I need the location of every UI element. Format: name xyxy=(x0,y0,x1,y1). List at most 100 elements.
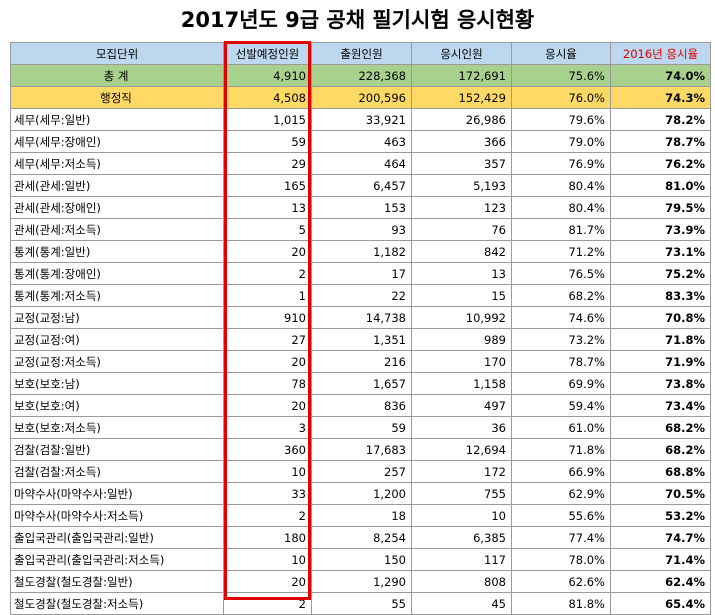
planned-hires-cell: 13 xyxy=(223,196,312,219)
attendance-rate-cell: 76.0% xyxy=(511,86,611,109)
applicants-cell: 22 xyxy=(311,284,412,307)
table-row: 세무(세무:저소득) 29 464 357 76.9% 76.2% xyxy=(10,152,711,175)
test-takers-cell: 76 xyxy=(411,218,512,241)
admin-row: 행정직 4,508 200,596 152,429 76.0% 74.3% xyxy=(10,86,711,109)
test-takers-cell: 357 xyxy=(411,152,512,175)
prev-attendance-rate-cell: 76.2% xyxy=(610,152,711,175)
prev-attendance-rate-cell: 53.2% xyxy=(610,504,711,527)
test-takers-cell: 6,385 xyxy=(411,526,512,549)
table-row: 출입국관리(출입국관리:저소득) 10 150 117 78.0% 71.4% xyxy=(10,548,711,571)
test-takers-cell: 10,992 xyxy=(411,306,512,329)
applicants-cell: 150 xyxy=(311,548,412,571)
row-label: 통계(통계:일반) xyxy=(10,240,224,263)
prev-attendance-rate-cell: 71.8% xyxy=(610,328,711,351)
table-row: 검찰(검찰:저소득) 10 257 172 66.9% 68.8% xyxy=(10,460,711,483)
attendance-rate-cell: 66.9% xyxy=(511,460,611,483)
planned-hires-cell: 78 xyxy=(223,372,312,395)
test-takers-cell: 5,193 xyxy=(411,174,512,197)
prev-attendance-rate-cell: 75.2% xyxy=(610,262,711,285)
prev-attendance-rate-cell: 68.2% xyxy=(610,438,711,461)
attendance-rate-cell: 62.9% xyxy=(511,482,611,505)
attendance-rate-cell: 80.4% xyxy=(511,196,611,219)
attendance-rate-cell: 62.6% xyxy=(511,570,611,593)
test-takers-cell: 366 xyxy=(411,130,512,153)
header-attendance-rate: 응시율 xyxy=(511,42,611,65)
planned-hires-cell: 20 xyxy=(223,240,312,263)
planned-hires-cell: 10 xyxy=(223,460,312,483)
table-row: 세무(세무:일반) 1,015 33,921 26,986 79.6% 78.2% xyxy=(10,108,711,131)
test-takers-cell: 15 xyxy=(411,284,512,307)
applicants-cell: 216 xyxy=(311,350,412,373)
attendance-rate-cell: 78.0% xyxy=(511,548,611,571)
test-takers-cell: 842 xyxy=(411,240,512,263)
attendance-rate-cell: 77.4% xyxy=(511,526,611,549)
table-row: 철도경찰(철도경찰:일반) 20 1,290 808 62.6% 62.4% xyxy=(10,570,711,593)
row-label: 관세(관세:장애인) xyxy=(10,196,224,219)
row-label: 세무(세무:일반) xyxy=(10,108,224,131)
test-takers-cell: 497 xyxy=(411,394,512,417)
prev-attendance-rate-cell: 81.0% xyxy=(610,174,711,197)
planned-hires-cell: 165 xyxy=(223,174,312,197)
table-row: 철도경찰(철도경찰:저소득) 2 55 45 81.8% 65.4% xyxy=(10,592,711,615)
planned-hires-cell: 5 xyxy=(223,218,312,241)
row-label: 검찰(검찰:일반) xyxy=(10,438,224,461)
total-row: 총 계 4,910 228,368 172,691 75.6% 74.0% xyxy=(10,64,711,87)
planned-hires-cell: 2 xyxy=(223,592,312,615)
applicants-cell: 14,738 xyxy=(311,306,412,329)
prev-attendance-rate-cell: 73.1% xyxy=(610,240,711,263)
header-recruit-unit: 모집단위 xyxy=(10,42,224,65)
attendance-rate-cell: 81.7% xyxy=(511,218,611,241)
planned-hires-cell: 360 xyxy=(223,438,312,461)
row-label: 마약수사(마약수사:일반) xyxy=(10,482,224,505)
applicants-cell: 6,457 xyxy=(311,174,412,197)
table-row: 보호(보호:여) 20 836 497 59.4% 73.4% xyxy=(10,394,711,417)
prev-attendance-rate-cell: 73.9% xyxy=(610,218,711,241)
prev-attendance-rate-cell: 70.8% xyxy=(610,306,711,329)
table-row: 통계(통계:저소득) 1 22 15 68.2% 83.3% xyxy=(10,284,711,307)
planned-hires-cell: 59 xyxy=(223,130,312,153)
test-takers-cell: 13 xyxy=(411,262,512,285)
test-takers-cell: 45 xyxy=(411,592,512,615)
prev-attendance-rate-cell: 78.2% xyxy=(610,108,711,131)
planned-hires-cell: 2 xyxy=(223,504,312,527)
table-row: 보호(보호:남) 78 1,657 1,158 69.9% 73.8% xyxy=(10,372,711,395)
row-label: 교정(교정:남) xyxy=(10,306,224,329)
prev-attendance-rate-cell: 83.3% xyxy=(610,284,711,307)
attendance-rate-cell: 76.5% xyxy=(511,262,611,285)
applicants-cell: 18 xyxy=(311,504,412,527)
planned-hires-cell: 20 xyxy=(223,394,312,417)
test-takers-cell: 170 xyxy=(411,350,512,373)
header-applicants: 출원인원 xyxy=(311,42,412,65)
planned-hires-cell: 4,910 xyxy=(223,64,312,87)
applicants-cell: 464 xyxy=(311,152,412,175)
attendance-rate-cell: 68.2% xyxy=(511,284,611,307)
table-row: 교정(교정:저소득) 20 216 170 78.7% 71.9% xyxy=(10,350,711,373)
test-takers-cell: 808 xyxy=(411,570,512,593)
test-takers-cell: 117 xyxy=(411,548,512,571)
applicants-cell: 257 xyxy=(311,460,412,483)
row-label: 검찰(검찰:저소득) xyxy=(10,460,224,483)
test-takers-cell: 152,429 xyxy=(411,86,512,109)
planned-hires-cell: 910 xyxy=(223,306,312,329)
applicants-cell: 1,351 xyxy=(311,328,412,351)
prev-attendance-rate-cell: 74.7% xyxy=(610,526,711,549)
table-row: 교정(교정:여) 27 1,351 989 73.2% 71.8% xyxy=(10,328,711,351)
applicants-cell: 1,182 xyxy=(311,240,412,263)
prev-attendance-rate-cell: 65.4% xyxy=(610,592,711,615)
test-takers-cell: 1,158 xyxy=(411,372,512,395)
test-takers-cell: 123 xyxy=(411,196,512,219)
planned-hires-cell: 2 xyxy=(223,262,312,285)
attendance-rate-cell: 76.9% xyxy=(511,152,611,175)
test-takers-cell: 10 xyxy=(411,504,512,527)
planned-hires-cell: 1,015 xyxy=(223,108,312,131)
attendance-rate-cell: 74.6% xyxy=(511,306,611,329)
table-row: 세무(세무:장애인) 59 463 366 79.0% 78.7% xyxy=(10,130,711,153)
planned-hires-cell: 3 xyxy=(223,416,312,439)
applicants-cell: 8,254 xyxy=(311,526,412,549)
table-body: 총 계 4,910 228,368 172,691 75.6% 74.0% 행정직 4,508… xyxy=(10,64,711,615)
applicants-cell: 463 xyxy=(311,130,412,153)
test-takers-cell: 755 xyxy=(411,482,512,505)
attendance-rate-cell: 71.2% xyxy=(511,240,611,263)
table-row: 교정(교정:남) 910 14,738 10,992 74.6% 70.8% xyxy=(10,306,711,329)
